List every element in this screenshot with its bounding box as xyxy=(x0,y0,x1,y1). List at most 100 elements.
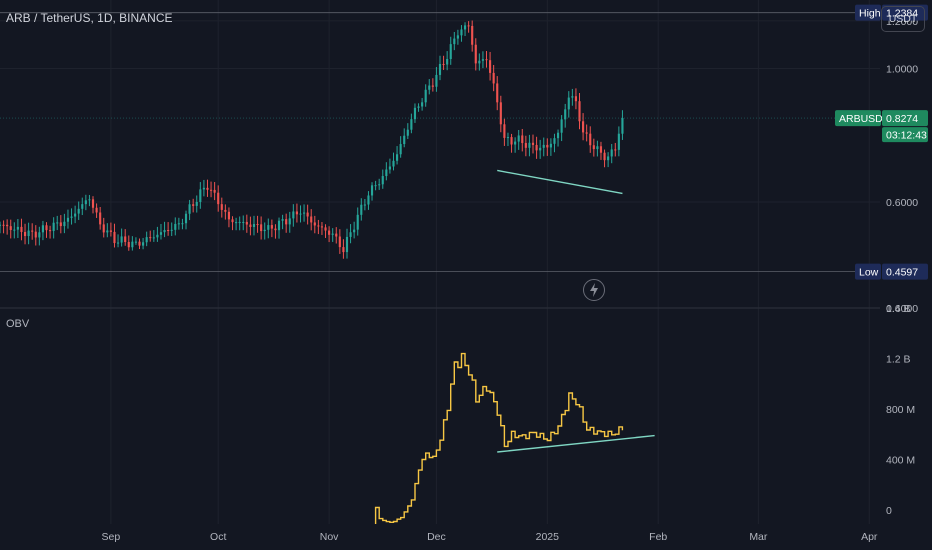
candle xyxy=(13,222,16,239)
candle-body xyxy=(274,228,277,231)
candle xyxy=(102,217,105,238)
candle xyxy=(270,219,273,238)
candle-body xyxy=(102,224,105,233)
candle xyxy=(252,215,256,236)
candle-body xyxy=(617,133,620,150)
candle-body xyxy=(134,241,138,243)
candle-body xyxy=(582,121,585,133)
candle-body xyxy=(442,63,445,65)
candle-body xyxy=(295,211,298,215)
candle xyxy=(317,219,320,235)
candle xyxy=(564,103,567,128)
candle-body xyxy=(467,25,470,27)
candle-body xyxy=(328,230,331,235)
candle xyxy=(274,224,277,239)
lightning-bolt-icon[interactable] xyxy=(583,279,605,301)
candle xyxy=(345,228,349,259)
candle xyxy=(503,118,506,146)
candle xyxy=(521,128,524,152)
candle xyxy=(74,205,77,224)
candle-body xyxy=(174,223,177,230)
candle xyxy=(424,84,427,107)
candle xyxy=(506,132,510,147)
candle xyxy=(138,238,141,250)
candle-body xyxy=(463,25,467,30)
candle xyxy=(528,134,531,157)
candle-body xyxy=(138,241,141,246)
candle xyxy=(142,237,145,250)
last-marker-label-text: ARBUSDT xyxy=(839,113,890,125)
candle-body xyxy=(585,132,588,134)
indicator-label: OBV xyxy=(6,318,30,330)
candle xyxy=(52,217,55,239)
candle xyxy=(181,218,184,230)
candle xyxy=(267,218,270,239)
candle xyxy=(88,194,91,207)
candle xyxy=(403,128,406,148)
candle xyxy=(174,217,177,236)
candle-body xyxy=(385,169,388,177)
candle xyxy=(99,206,102,230)
candle-body xyxy=(460,29,463,36)
candle xyxy=(242,215,245,231)
candle-body xyxy=(27,230,30,237)
candle-body xyxy=(338,236,341,248)
candle-body xyxy=(453,38,456,45)
candle xyxy=(399,136,402,158)
candle-body xyxy=(116,242,120,244)
candle xyxy=(192,198,195,213)
candle xyxy=(539,139,542,159)
currency-button[interactable]: USDT xyxy=(881,6,925,32)
candle xyxy=(428,79,431,95)
candle xyxy=(277,217,281,239)
candle xyxy=(421,98,424,111)
candle-body xyxy=(496,83,499,103)
candle xyxy=(202,179,205,197)
candle-body xyxy=(59,222,62,227)
candle-body xyxy=(249,224,252,227)
candle xyxy=(549,138,552,156)
candle-body xyxy=(392,160,395,167)
candle-body xyxy=(52,222,55,231)
candle-body xyxy=(428,85,431,90)
candle xyxy=(313,215,316,234)
candle-body xyxy=(524,143,527,148)
candle-body xyxy=(149,237,152,239)
candle-body xyxy=(324,227,327,231)
candle-body xyxy=(528,142,531,148)
candle-body xyxy=(6,224,9,227)
candle-body xyxy=(159,232,163,235)
candle xyxy=(184,210,188,230)
candle xyxy=(514,137,517,153)
candle xyxy=(481,51,484,69)
price-tick-label: 0.4000 xyxy=(886,303,918,315)
time-tick-label: Oct xyxy=(210,531,226,543)
candle xyxy=(531,134,535,154)
candle xyxy=(224,204,227,220)
candle-body xyxy=(438,63,442,75)
candle xyxy=(149,230,152,242)
candle-body xyxy=(195,201,198,206)
candle xyxy=(474,38,477,71)
candle xyxy=(116,234,120,248)
candle-body xyxy=(599,146,603,153)
candle xyxy=(302,204,306,222)
candle-body xyxy=(378,184,381,186)
candle-body xyxy=(181,223,184,225)
candle-body xyxy=(23,231,27,237)
obv-tick-label: 1.6 B xyxy=(886,303,911,315)
candle-body xyxy=(335,233,338,237)
candle-body xyxy=(589,133,592,146)
candle-body xyxy=(356,214,359,230)
candle-body xyxy=(592,145,595,150)
candle xyxy=(560,115,563,142)
candle-body xyxy=(99,212,102,225)
obv-axis: 1.6 B 1.2 B 800 M 400 M 0 xyxy=(886,303,915,517)
candle xyxy=(356,207,359,236)
candle xyxy=(592,138,595,157)
candle xyxy=(607,152,610,168)
candle xyxy=(510,133,513,153)
candle xyxy=(124,229,127,246)
